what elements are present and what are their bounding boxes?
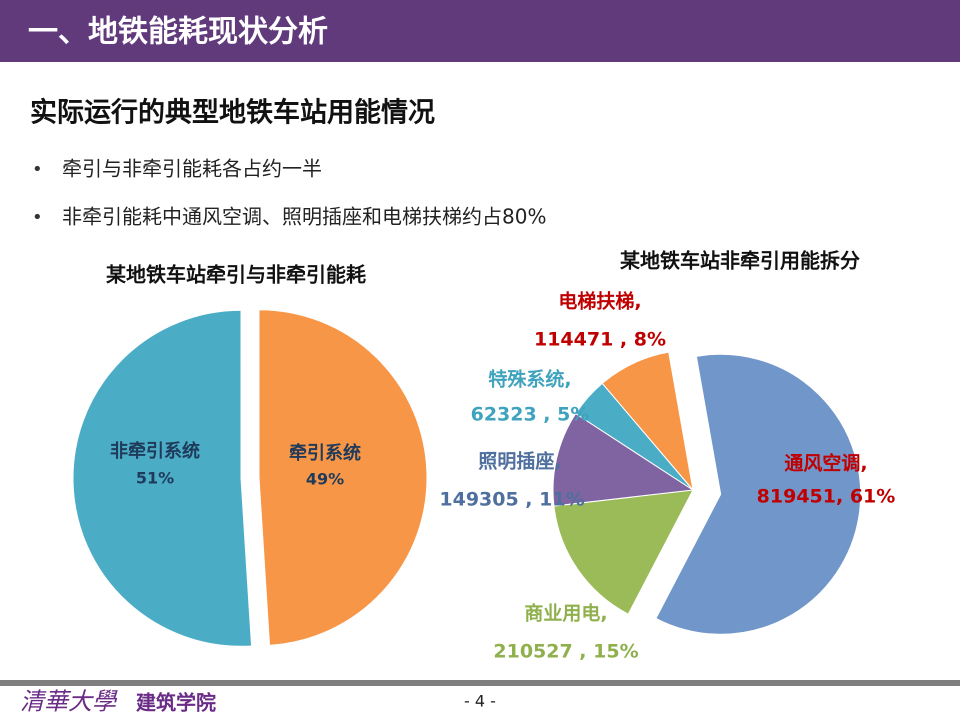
footer-logo: 清華大學 <box>20 688 118 716</box>
value-label: 49% <box>306 470 344 489</box>
subtitle: 实际运行的典型地铁车站用能情况 <box>30 97 435 129</box>
page-number: - 4 - <box>464 692 496 711</box>
bullet: 非牵引能耗中通风空调、照明插座和电梯扶梯约占80% <box>62 205 546 229</box>
header-bar <box>0 0 960 62</box>
value-label: 210527 , 15% <box>493 641 638 663</box>
slice-label: 非牵引系统 <box>110 440 200 462</box>
value-label: 149305 , 11% <box>439 489 584 511</box>
slice-label: 照明插座, <box>478 450 561 473</box>
slice-label: 商业用电, <box>524 602 607 625</box>
pie-slice <box>552 412 695 507</box>
chart-title: 某地铁车站牵引与非牵引能耗 <box>106 263 366 287</box>
slice-label: 通风空调, <box>784 452 867 475</box>
value-label: 819451, 61% <box>757 486 896 508</box>
bullet-dot: • <box>32 207 43 228</box>
footer-school: 建筑学院 <box>136 691 216 715</box>
footer-line <box>0 680 960 686</box>
slice-label: 电梯扶梯, <box>558 290 641 313</box>
slice-label: 特殊系统, <box>488 368 571 391</box>
slice-label: 牵引系统 <box>289 442 361 464</box>
value-label: 62323 , 5% <box>471 404 590 426</box>
pie-slice <box>258 309 428 646</box>
pie-slice <box>553 489 694 615</box>
value-label: 114471 , 8% <box>534 329 666 351</box>
chart-title: 某地铁车站非牵引用能拆分 <box>620 249 860 273</box>
bullet: 牵引与非牵引能耗各占约一半 <box>62 157 322 181</box>
value-label: 51% <box>136 469 174 488</box>
pie-slice <box>655 353 862 635</box>
pie-slice <box>601 351 694 492</box>
bullet-dot: • <box>32 159 43 180</box>
header-title: 一、地铁能耗现状分析 <box>28 15 328 50</box>
pie-slice <box>72 309 253 647</box>
